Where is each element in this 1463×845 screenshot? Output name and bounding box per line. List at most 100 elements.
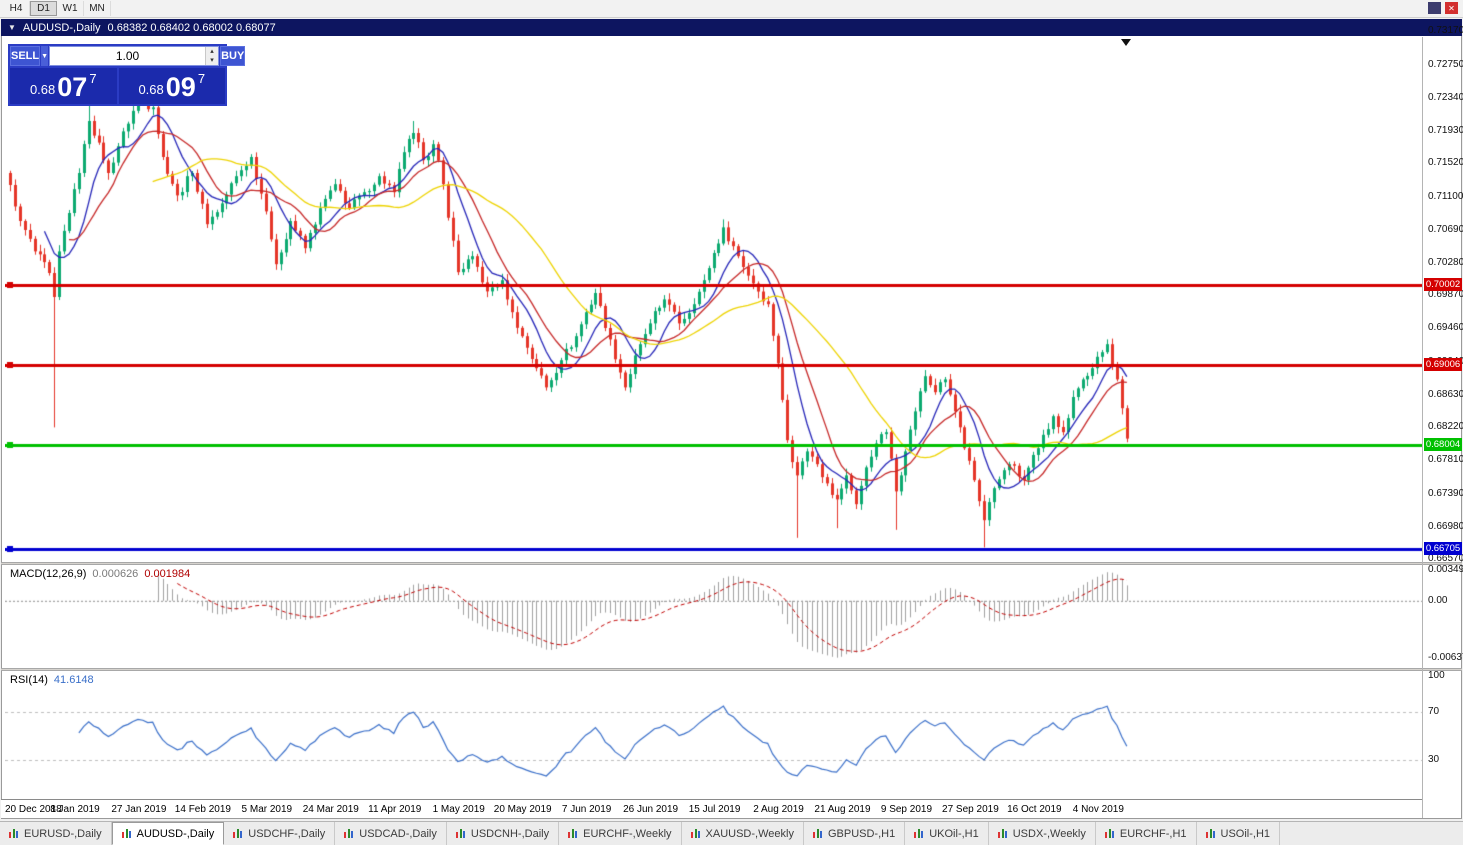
panel-resize-handle[interactable] — [1, 562, 1462, 565]
one-click-trading-panel: SELL ▼ ▴ ▾ BUY 0.68 07 7 0.68 09 — [8, 44, 246, 106]
date-axis-label: 8 Jan 2019 — [50, 804, 100, 815]
chart-icon — [121, 828, 131, 838]
date-axis-label: 5 Mar 2019 — [241, 804, 293, 815]
date-axis-label: 15 Jul 2019 — [688, 804, 741, 815]
chart-tab-ukoil[interactable]: UKOil-,H1 — [905, 822, 989, 845]
hline-price-label: 0.68004 — [1424, 438, 1462, 452]
price-axis-label: 0.68220 — [1428, 421, 1463, 433]
price-axis-label: 0.70280 — [1428, 256, 1463, 268]
price-axis-label: 0.73170 — [1428, 25, 1463, 37]
volume-dropdown-button[interactable]: ▼ — [41, 46, 49, 66]
chart-tab-xauusd[interactable]: XAUUSD-,Weekly — [682, 822, 804, 845]
chart-icon — [1104, 828, 1114, 838]
chart-tab-eurchf[interactable]: EURCHF-,Weekly — [559, 822, 682, 845]
chart-tab-eurchf[interactable]: EURCHF-,H1 — [1096, 822, 1197, 845]
chart-tab-usdchf[interactable]: USDCHF-,Daily — [224, 822, 336, 845]
macd-axis-label: -0.00637 — [1428, 651, 1463, 663]
price-axis-label: 0.66980 — [1428, 520, 1463, 532]
chart-tab-gbpusd[interactable]: GBPUSD-,H1 — [804, 822, 906, 845]
chart-icon — [568, 828, 578, 838]
price-axis-label: 0.67390 — [1428, 487, 1463, 499]
timeframe-button-mn[interactable]: MN — [84, 0, 111, 16]
rsi-axis-label: 30 — [1428, 754, 1440, 765]
volume-box: ▴ ▾ — [49, 46, 220, 66]
macd-canvas[interactable] — [5, 565, 1423, 668]
panel-resize-handle[interactable] — [1, 668, 1462, 671]
price-axis-label: 0.69870 — [1428, 289, 1463, 301]
chart-tab-usdcnh[interactable]: USDCNH-,Daily — [447, 822, 560, 845]
chart-icon — [690, 828, 700, 838]
date-axis-label: 24 Mar 2019 — [302, 804, 359, 815]
sell-button[interactable]: SELL — [10, 46, 41, 66]
chart-icon — [997, 828, 1007, 838]
chart-title-bar: ▼ AUDUSD-,Daily 0.68382 0.68402 0.68002 … — [1, 19, 1462, 36]
chart-icon — [9, 828, 18, 838]
chart-tab-label: AUDUSD-,Daily — [136, 827, 215, 840]
chart-tab-audusd[interactable]: AUDUSD-,Daily — [111, 822, 225, 845]
date-axis-label: 16 Oct 2019 — [1007, 804, 1062, 815]
rsi-value: 41.6148 — [53, 674, 94, 686]
chart-tab-usdx[interactable]: USDX-,Weekly — [989, 822, 1096, 845]
chevron-down-icon: ▼ — [41, 52, 49, 60]
volume-increase-button[interactable]: ▴ — [206, 47, 219, 56]
chart-menu-icon[interactable]: ▼ — [8, 23, 16, 32]
window-restore-button[interactable] — [1428, 2, 1441, 14]
rsi-label: RSI(14) 41.6148 — [10, 674, 94, 686]
price-axis-separator — [1422, 37, 1423, 818]
buy-button[interactable]: BUY — [220, 46, 246, 66]
window-close-button[interactable]: ✕ — [1445, 2, 1458, 14]
bid-price-big: 0.68 — [29, 82, 56, 97]
hline-price-label: 0.70002 — [1424, 278, 1462, 292]
chart-tab-label: EURUSD-,Daily — [24, 827, 102, 840]
timeframe-buttons: H4 D1 W1 MN — [3, 0, 111, 17]
price-axis-label: 0.72340 — [1428, 91, 1463, 103]
chart-tab-eurusd[interactable]: EURUSD-,Daily — [0, 822, 112, 845]
ask-price[interactable]: 0.68 09 7 — [118, 68, 225, 104]
bid-price-pips: 07 — [57, 72, 88, 102]
chart-icon — [914, 828, 924, 838]
date-axis-label: 9 Sep 2019 — [880, 804, 933, 815]
macd-label: MACD(12,26,9) 0.000626 0.001984 — [10, 568, 190, 580]
macd-axis-label: 0.00349 — [1428, 563, 1463, 575]
rsi-name: RSI(14) — [10, 674, 48, 686]
chart-tab-label: XAUUSD-,Weekly — [705, 827, 794, 840]
ask-price-frac: 7 — [197, 71, 206, 86]
date-axis-label: 27 Sep 2019 — [942, 804, 999, 815]
chart-tab-label: EURCHF-,H1 — [1119, 827, 1187, 840]
price-axis-label: 0.71930 — [1428, 124, 1463, 136]
price-axis-label: 0.71100 — [1428, 191, 1463, 202]
date-axis[interactable]: 20 Dec 2018 8 Jan 2019 27 Jan 2019 14 Feb 2… — [1, 799, 1422, 818]
chart-tab-label: USOil-,H1 — [1220, 827, 1271, 840]
volume-input[interactable] — [50, 47, 206, 65]
price-chart-canvas[interactable] — [5, 37, 1423, 562]
chart-title-symbol: AUDUSD-,Daily — [22, 21, 101, 34]
price-axis-label: 0.70690 — [1428, 223, 1463, 235]
price-axis-label: 0.67810 — [1428, 454, 1463, 466]
timeframe-button-d1[interactable]: D1 — [30, 0, 57, 16]
macd-value-signal: 0.001984 — [144, 568, 191, 580]
timeframe-button-h4[interactable]: H4 — [3, 0, 30, 16]
chart-tab-usdcad[interactable]: USDCAD-,Daily — [335, 822, 447, 845]
chart-icon — [1205, 828, 1215, 838]
bid-price[interactable]: 0.68 07 7 — [10, 68, 117, 104]
date-axis-label: 2 Aug 2019 — [753, 804, 804, 815]
chart-tab-label: USDCHF-,Daily — [248, 827, 326, 840]
rsi-canvas[interactable] — [5, 671, 1423, 798]
chart-icon — [455, 828, 465, 838]
chart-tab-label: EURCHF-,Weekly — [583, 827, 672, 840]
volume-decrease-button[interactable]: ▾ — [206, 56, 219, 65]
date-axis-label: 11 Apr 2019 — [368, 804, 422, 815]
chart-tab-label: USDX-,Weekly — [1012, 827, 1086, 840]
chart-icon — [812, 828, 822, 838]
chart-tab-usoil[interactable]: USOil-,H1 — [1197, 822, 1281, 845]
macd-name: MACD(12,26,9) — [10, 568, 87, 580]
date-axis-label: 20 Dec 2018 — [5, 804, 62, 815]
chart-tab-label: USDCAD-,Daily — [359, 827, 437, 840]
window-controls: ✕ — [1428, 2, 1458, 14]
date-axis-label: 26 Jun 2019 — [623, 804, 679, 815]
hline-price-label: 0.69006 — [1424, 358, 1462, 372]
macd-value-main: 0.000626 — [92, 568, 139, 580]
timeframe-button-w1[interactable]: W1 — [57, 0, 84, 16]
date-axis-label: 14 Feb 2019 — [174, 804, 231, 815]
